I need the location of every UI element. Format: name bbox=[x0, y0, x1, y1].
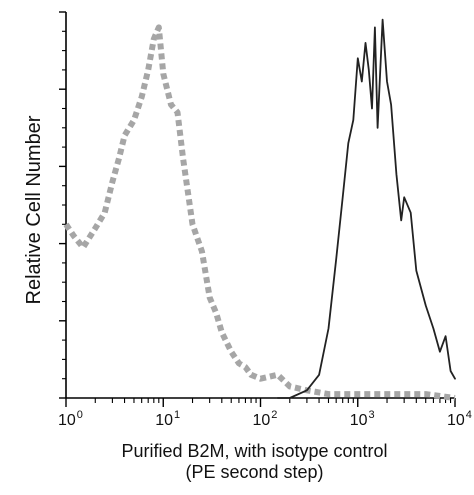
x-tick-base: 10 bbox=[155, 412, 173, 429]
x-tick-exponent: 2 bbox=[271, 409, 277, 421]
x-tick-exponent: 4 bbox=[466, 409, 472, 421]
x-tick-label: 102 bbox=[253, 409, 278, 429]
x-tick-label: 101 bbox=[155, 409, 180, 429]
b2m-series bbox=[276, 18, 456, 399]
x-axis-label: Purified B2M, with isotype control bbox=[121, 441, 387, 461]
isotype-control-series bbox=[63, 24, 456, 401]
y-axis-label: Relative Cell Number bbox=[23, 115, 45, 304]
x-tick-base: 10 bbox=[253, 412, 271, 429]
x-tick-exponent: 3 bbox=[369, 409, 375, 421]
x-tick-base: 10 bbox=[350, 412, 368, 429]
x-tick-exponent: 1 bbox=[174, 409, 180, 421]
x-tick-label: 103 bbox=[350, 409, 375, 429]
axes: 100 101 102 103 104 bbox=[58, 11, 472, 429]
series-layer bbox=[63, 18, 456, 401]
x-tick-label: 104 bbox=[447, 409, 472, 429]
x-tick-exponent: 0 bbox=[77, 409, 83, 421]
x-axis-label-line2: (PE second step) bbox=[185, 462, 323, 482]
x-tick-base: 10 bbox=[447, 412, 465, 429]
x-tick-base: 10 bbox=[58, 412, 76, 429]
x-tick-label: 100 bbox=[58, 409, 83, 429]
